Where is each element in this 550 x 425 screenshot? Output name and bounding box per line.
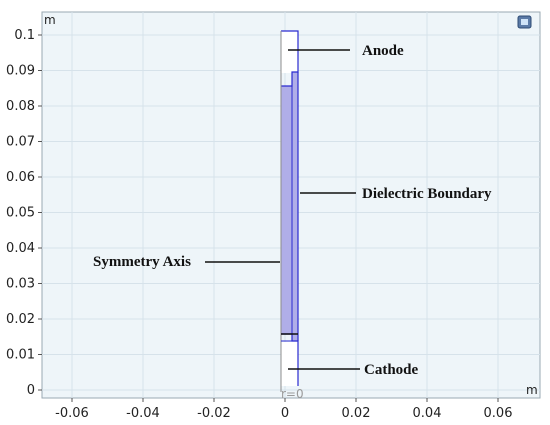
dielectric-region [281,72,298,341]
dielectric-tube [280,30,299,392]
y-tick-label: 0.09 [6,64,35,79]
x-tick-label: -0.04 [126,406,160,421]
x-tick-label: -0.06 [55,406,89,421]
annotation-lines [205,49,360,370]
y-tick-label: 0.07 [6,135,35,150]
dielectric-boundary-label: Dielectric Boundary [362,186,492,202]
y-tick-label: 0.04 [6,241,35,256]
y-tick-label: 0.1 [14,28,35,43]
x-tick-label: 0.04 [413,406,442,421]
axis-marker-label: r=0 [281,387,304,401]
y-tick-label: 0.06 [6,170,35,185]
x-unit-label: m [526,383,538,397]
y-unit-label: m [44,13,56,27]
cathode-label: Cathode [364,362,419,378]
y-tick-label: 0.08 [6,99,35,114]
y-tick-label: 0.02 [6,312,35,327]
cube-view-icon[interactable] [517,15,532,29]
anode-label: Anode [362,43,404,59]
x-tick-label: 0 [281,406,289,421]
x-tick-label: 0.06 [484,406,513,421]
y-tick-label: 0.03 [6,277,35,292]
y-tick-label: 0.01 [6,348,35,363]
x-tick-label: 0.02 [342,406,371,421]
y-tick-label: 0 [27,383,35,398]
symmetry-axis-label: Symmetry Axis [93,254,191,270]
tick-marks [38,34,499,402]
x-tick-label: -0.02 [197,406,231,421]
y-tick-label: 0.05 [6,206,35,221]
